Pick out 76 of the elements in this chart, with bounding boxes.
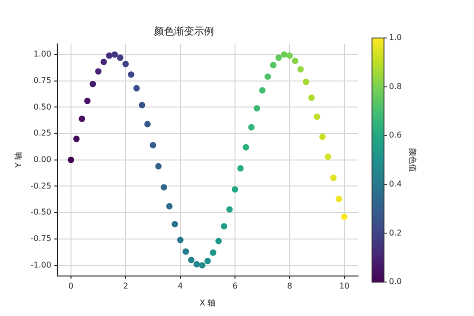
x-axis-title: X 轴: [200, 298, 216, 308]
y-tick-label: 0.75: [33, 76, 52, 85]
y-tick-label: -0.75: [30, 234, 52, 243]
point: [341, 214, 348, 220]
point: [68, 156, 74, 164]
point: [210, 249, 216, 256]
point: [100, 58, 107, 66]
point: [150, 142, 156, 148]
color-bar-label: 0.8: [389, 82, 402, 91]
x-tick-label: 0: [68, 282, 74, 291]
x-tick-label: 8: [287, 282, 292, 291]
y-tick-label: -1.00: [30, 260, 52, 270]
point: [254, 105, 260, 112]
point: [122, 60, 129, 68]
point: [188, 256, 194, 264]
y-tick-label: -0.25: [30, 181, 52, 190]
point: [286, 52, 293, 59]
y-tick-label: 0.00: [33, 154, 52, 164]
y-axis-title: Y 轴: [14, 152, 23, 169]
point: [198, 262, 206, 268]
point: [308, 94, 315, 101]
y-tick-label: 0.25: [33, 128, 52, 138]
point: [106, 52, 112, 59]
point: [133, 85, 140, 92]
point: [226, 206, 233, 213]
point: [166, 203, 173, 210]
color-bar-label: 0.0: [389, 277, 402, 286]
color-bar-label: 0.2: [389, 228, 402, 238]
x-tick-label: 2: [123, 282, 128, 291]
point: [270, 62, 276, 68]
point: [95, 68, 102, 75]
point: [194, 261, 200, 268]
point: [182, 248, 189, 255]
point: [248, 124, 255, 130]
point: [215, 238, 222, 244]
point: [220, 223, 228, 230]
point: [112, 51, 118, 58]
point: [264, 73, 271, 80]
y-tick-label: 0.50: [33, 102, 52, 112]
chart-title: 颜色渐变示例: [154, 26, 214, 38]
point: [204, 258, 211, 264]
color-bar-title: 颜色值: [408, 148, 417, 172]
point: [319, 134, 326, 140]
point: [116, 54, 124, 61]
point: [330, 174, 337, 182]
point: [280, 51, 288, 58]
point: [297, 66, 304, 72]
point: [138, 102, 146, 108]
y-tick-label: -0.50: [30, 208, 52, 217]
point: [160, 184, 168, 190]
point: [324, 154, 332, 160]
color-bar-label: 0.6: [389, 130, 402, 140]
point: [128, 71, 134, 78]
point: [237, 165, 244, 172]
point: [78, 116, 86, 122]
color-bar-label: 0.4: [389, 179, 402, 188]
point: [302, 78, 310, 86]
point: [84, 98, 91, 104]
point: [177, 236, 184, 244]
color-bar-label: 1.0: [389, 33, 402, 42]
point: [336, 196, 342, 202]
point: [314, 114, 320, 120]
point: [155, 163, 162, 170]
x-tick-label: 4: [178, 282, 183, 291]
point: [232, 186, 238, 193]
point: [144, 120, 151, 128]
point: [292, 58, 298, 64]
point: [172, 220, 178, 228]
point: [259, 87, 266, 94]
point: [73, 136, 80, 142]
x-tick-label: 6: [232, 282, 238, 291]
x-tick-label: 10: [339, 282, 350, 291]
point: [90, 80, 96, 88]
point: [242, 144, 250, 150]
y-tick-label: 1.00: [33, 50, 52, 59]
point: [276, 54, 282, 61]
